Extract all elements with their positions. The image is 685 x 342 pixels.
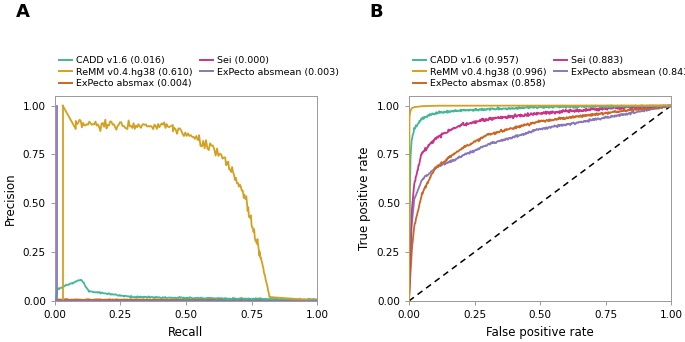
Text: A: A: [16, 3, 29, 22]
X-axis label: Recall: Recall: [169, 326, 203, 339]
Y-axis label: True positive rate: True positive rate: [358, 147, 371, 250]
Legend: CADD v1.6 (0.016), ReMM v0.4.hg38 (0.610), ExPecto absmax (0.004), Sei (0.000), : CADD v1.6 (0.016), ReMM v0.4.hg38 (0.610…: [55, 52, 342, 92]
Text: B: B: [370, 3, 383, 22]
Legend: CADD v1.6 (0.957), ReMM v0.4.hg38 (0.996), ExPecto absmax (0.858), Sei (0.883), : CADD v1.6 (0.957), ReMM v0.4.hg38 (0.996…: [409, 52, 685, 92]
Y-axis label: Precision: Precision: [4, 172, 17, 225]
X-axis label: False positive rate: False positive rate: [486, 326, 594, 339]
